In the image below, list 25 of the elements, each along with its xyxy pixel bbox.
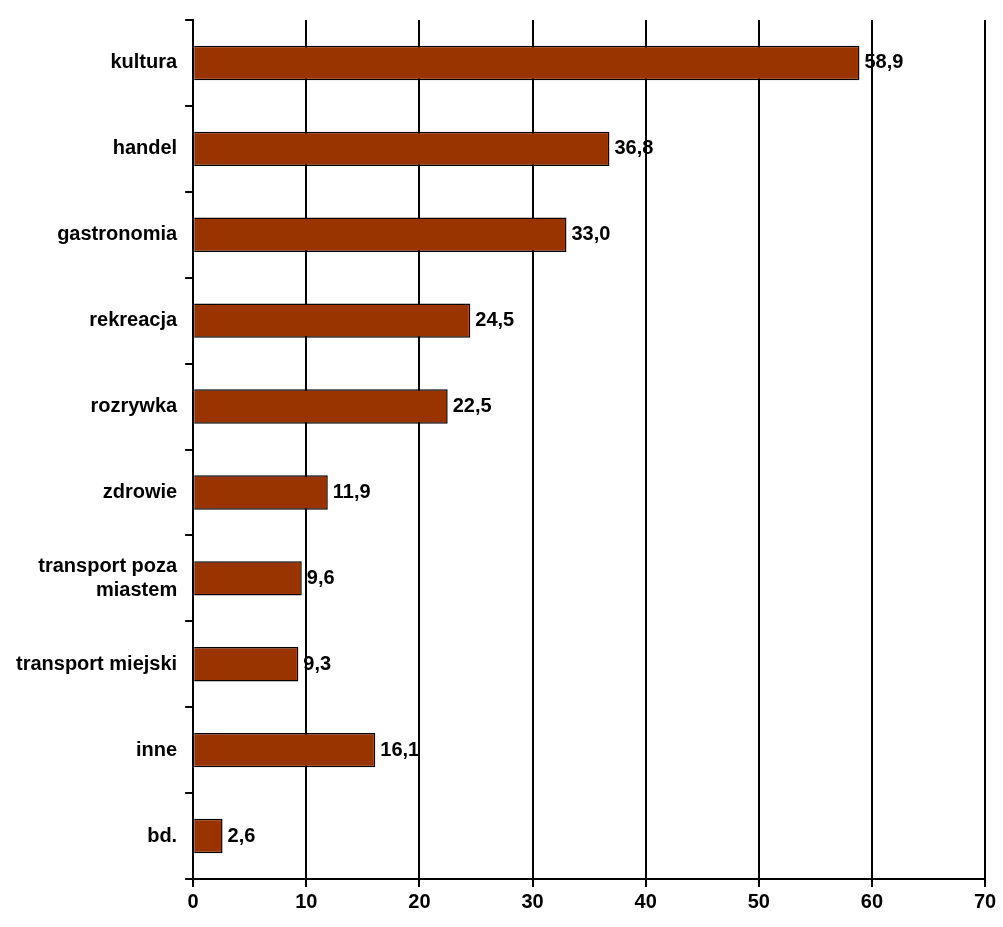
data-label: 24,5 xyxy=(475,308,515,331)
y-tick-label: rozrywka xyxy=(90,394,179,417)
y-tick-label: inne xyxy=(136,737,178,760)
y-tick-label: bd. xyxy=(147,823,178,846)
data-label: 2,6 xyxy=(227,823,256,846)
x-tick-label: 10 xyxy=(295,889,318,912)
y-tick-label: transport poza miastem xyxy=(38,553,179,600)
y-tick-label: transport miejski xyxy=(15,651,178,674)
data-label: 16,1 xyxy=(380,737,420,760)
x-tick-label: 20 xyxy=(408,889,431,912)
x-tick-label: 0 xyxy=(187,889,199,912)
x-tick-label: 30 xyxy=(521,889,544,912)
y-tick-label: rekreacja xyxy=(89,308,179,331)
x-tick-label: 40 xyxy=(634,889,657,912)
data-label: 11,9 xyxy=(332,479,371,502)
x-tick-label: 50 xyxy=(747,889,770,912)
y-tick-label: kultura xyxy=(110,50,179,73)
x-tick-label: 70 xyxy=(973,889,997,912)
y-tick-label: handel xyxy=(112,136,178,159)
y-tick-label: zdrowie xyxy=(102,479,178,502)
data-label: 33,0 xyxy=(571,222,611,245)
x-tick-label: 60 xyxy=(860,889,884,912)
data-label: 9,6 xyxy=(306,565,335,588)
data-label: 22,5 xyxy=(452,394,492,417)
y-tick-label: gastronomia xyxy=(57,222,179,245)
